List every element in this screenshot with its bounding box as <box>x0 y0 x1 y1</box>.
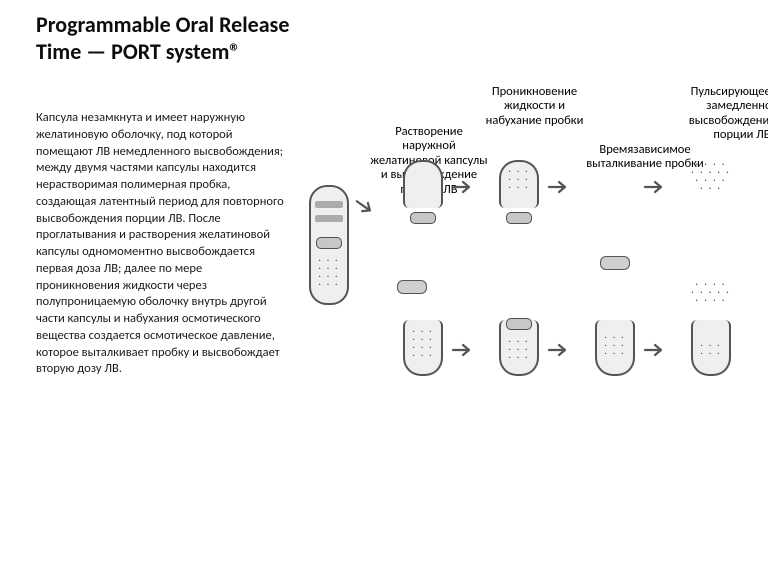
arrow-icon <box>451 177 475 197</box>
fluid-dots: · · ·· · ·· · · <box>505 168 533 202</box>
arrow-icon <box>547 340 571 360</box>
capsule-stage4: · · ·· · ·· · · <box>595 160 635 380</box>
polymer-plug <box>506 212 532 224</box>
arrow-icon <box>643 340 667 360</box>
capsule-bottom-half: · · ·· · · <box>691 320 731 376</box>
capsule-stage2: · · ·· · ·· · ·· · · <box>403 160 443 380</box>
capsule-stage1: · · ·· · ·· · ·· · · <box>309 185 349 305</box>
dose2-dots: · · ·· · ·· · · <box>601 334 629 368</box>
dose1-stripe <box>315 201 343 208</box>
capsule-top-half <box>403 160 443 208</box>
capsule-bottom-half: · · ·· · ·· · · <box>499 320 539 376</box>
port-diagram: Растворение наружной желатиновой капсулы… <box>295 85 755 465</box>
capsule-top-half: · · ·· · ·· · · <box>499 160 539 208</box>
capsule-bottom-half: · · ·· · ·· · ·· · · <box>403 320 443 376</box>
page-title: Programmable Oral Release Time — PORT sy… <box>36 12 306 66</box>
polymer-plug <box>410 212 436 224</box>
arrow-icon <box>353 197 377 217</box>
release-spray: · · · ·· · · · ·· · · · <box>686 280 736 304</box>
arrow-icon <box>451 340 475 360</box>
polymer-plug <box>316 237 342 249</box>
label-stage5: Пульсирующее или замедленное высвобожден… <box>679 85 768 143</box>
dose2-dots: · · ·· · · <box>697 342 725 368</box>
page-root: Programmable Oral Release Time — PORT sy… <box>0 0 768 576</box>
dose2-dots: · · ·· · ·· · ·· · · <box>409 328 437 368</box>
capsule-bottom-half: · · ·· · ·· · · <box>595 320 635 376</box>
ejected-dose1 <box>397 280 427 294</box>
label-stage3: Проникновение жидкости и набухание пробк… <box>477 85 592 128</box>
capsule-stage5: · · · ·· · · · ·· · · ·· · · · · ·· · · … <box>691 160 731 380</box>
dose2-dots: · · ·· · ·· · · <box>505 338 533 368</box>
ejected-plug <box>600 256 630 270</box>
swollen-plug <box>506 318 532 330</box>
description-text: Капсула незамкнута и имеет наружную жела… <box>36 110 286 378</box>
capsule-stage3: · · ·· · ·· · · · · ·· · ·· · · <box>499 160 539 380</box>
arrow-icon <box>547 177 571 197</box>
dose2-dots: · · ·· · ·· · ·· · · <box>315 257 343 297</box>
dose1-stripe <box>315 215 343 222</box>
arrow-icon <box>643 177 667 197</box>
release-spray: · · · ·· · · · ·· · · ·· · · <box>686 160 736 192</box>
